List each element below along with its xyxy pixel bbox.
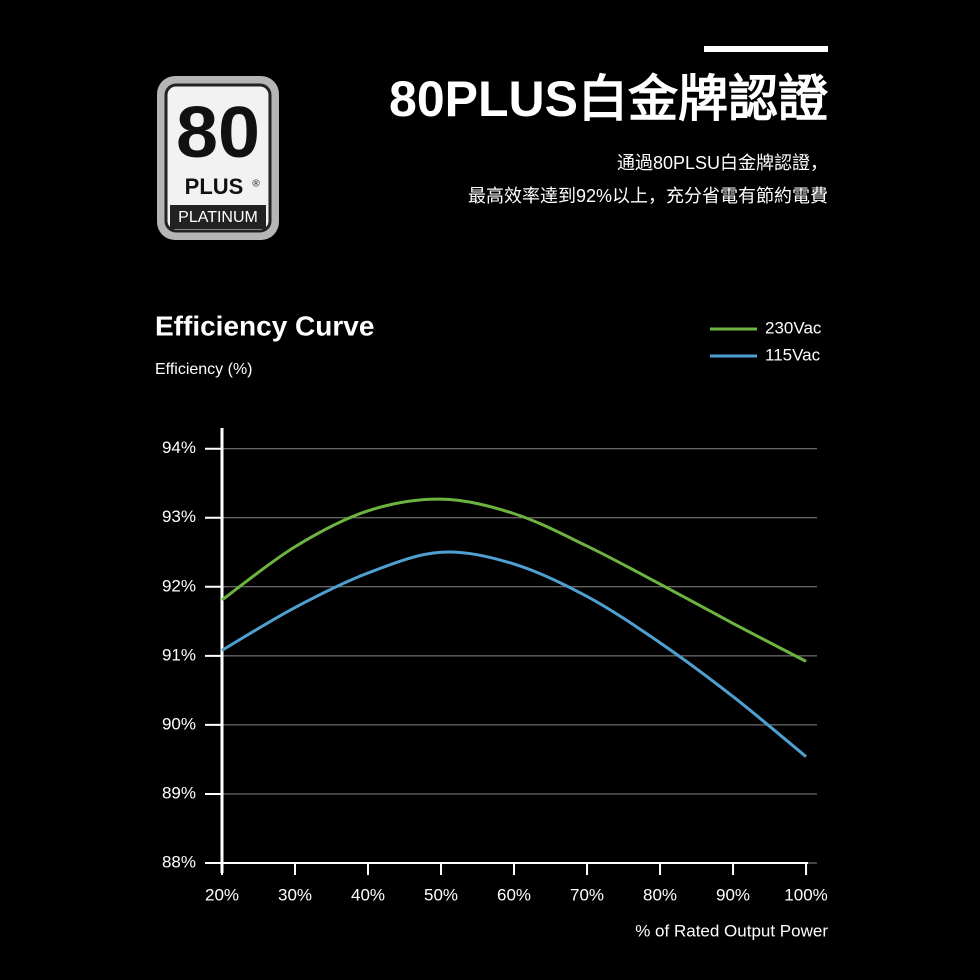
x-tick-label: 70% xyxy=(570,885,604,904)
y-axis-label: Efficiency (%) xyxy=(155,361,253,378)
y-tick-label: 88% xyxy=(162,852,196,871)
header-bar xyxy=(704,46,828,52)
badge-mark: ® xyxy=(252,179,260,190)
badge: 80 PLUS ® PLATINUM xyxy=(157,76,279,240)
x-tick-label: 50% xyxy=(424,885,458,904)
x-tick-label: 30% xyxy=(278,885,312,904)
x-tick-label: 20% xyxy=(205,885,239,904)
legend-label: 115Vac xyxy=(765,345,821,364)
y-tick-label: 92% xyxy=(162,576,196,595)
y-tick-label: 91% xyxy=(162,645,196,664)
legend-label: 230Vac xyxy=(765,318,822,337)
x-tick-label: 40% xyxy=(351,885,385,904)
y-tick-label: 93% xyxy=(162,507,196,526)
badge-level-bar xyxy=(170,205,266,229)
badge-inner xyxy=(164,83,272,233)
header-line: 最高效率達到92%以上，充分省電有節約電費 xyxy=(468,186,828,206)
x-axis-label: % of Rated Output Power xyxy=(635,921,828,940)
y-tick-label: 94% xyxy=(162,438,196,457)
header-line: 通過80PLSU白金牌認證， xyxy=(617,153,828,173)
y-tick-label: 90% xyxy=(162,714,196,733)
badge-level: PLATINUM xyxy=(178,209,258,226)
series-line xyxy=(221,550,808,758)
badge-number: 80 xyxy=(176,93,260,173)
header-title: 80PLUS白金牌認證 xyxy=(389,71,829,127)
y-tick-label: 89% xyxy=(162,783,196,802)
x-tick-label: 100% xyxy=(784,885,827,904)
x-tick-label: 60% xyxy=(497,885,531,904)
series-line xyxy=(221,497,807,663)
chart-title: Efficiency Curve xyxy=(155,310,374,341)
badge-brand: PLUS xyxy=(185,174,244,199)
x-tick-label: 80% xyxy=(643,885,677,904)
x-tick-label: 90% xyxy=(716,885,750,904)
